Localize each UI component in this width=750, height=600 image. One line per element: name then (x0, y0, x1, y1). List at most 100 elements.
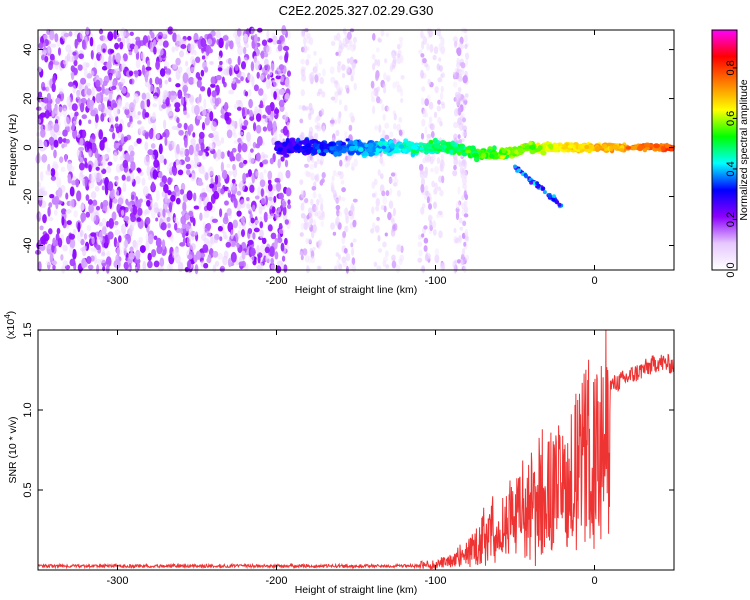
heatmap-cell (501, 148, 507, 154)
heatmap-cell (183, 122, 188, 131)
heatmap-cell (188, 123, 194, 132)
heatmap-cell (98, 129, 104, 140)
heatmap-cell (238, 131, 244, 136)
heatmap-cell (274, 251, 279, 260)
heatmap-cell (102, 80, 108, 87)
heatmap-cell (85, 194, 90, 201)
heatmap-cell (433, 188, 438, 195)
heatmap-cell (318, 193, 322, 199)
heatmap-cell (113, 106, 119, 118)
heatmap-cell (267, 183, 273, 192)
heatmap-cell (124, 102, 130, 110)
heatmap-cell (236, 28, 242, 37)
heatmap-cell (352, 36, 357, 44)
heatmap-cell (182, 232, 186, 239)
heatmap-cell (417, 241, 423, 248)
heatmap-cell (109, 198, 113, 210)
heatmap-cell (210, 76, 216, 85)
heatmap-cell (219, 60, 223, 66)
heatmap-cell (108, 73, 113, 81)
heatmap-cell (214, 260, 220, 267)
heatmap-cell (243, 33, 248, 39)
heatmap-cell (427, 203, 433, 210)
heatmap-cell (78, 162, 85, 171)
heatmap-cell (167, 177, 172, 186)
heatmap-cell (305, 237, 309, 245)
heatmap-cell (308, 113, 312, 121)
heatmap-cell (463, 160, 467, 170)
heatmap-cell (95, 79, 101, 88)
heatmap-cell (374, 125, 379, 131)
heatmap-cell (267, 170, 273, 181)
heatmap-cell (422, 203, 426, 209)
heatmap-cell (92, 199, 98, 207)
heatmap-cell (69, 258, 76, 267)
heatmap-cell (335, 204, 341, 211)
heatmap-cell (301, 145, 308, 150)
heatmap-cell (175, 143, 180, 155)
heatmap-cell (400, 98, 404, 103)
heatmap-cell (238, 161, 244, 169)
heatmap-cell (137, 111, 141, 116)
heatmap-cell (275, 75, 282, 80)
heatmap-cell (275, 210, 280, 221)
heatmap-cell (378, 124, 382, 133)
heatmap-cell (137, 207, 143, 216)
heatmap-cell (68, 31, 73, 37)
heatmap-cell (407, 144, 412, 150)
heatmap-cell (96, 236, 103, 245)
heatmap-cell (313, 50, 317, 56)
heatmap-cell (457, 117, 462, 126)
heatmap-cell (305, 58, 310, 66)
heatmap-cell (316, 149, 321, 154)
heatmap-cell (175, 197, 181, 205)
heatmap-cell (547, 194, 552, 199)
heatmap-cell (39, 51, 44, 56)
heatmap-cell (103, 34, 107, 43)
heatmap-cell (122, 159, 129, 169)
heatmap-cell (79, 137, 84, 146)
heatmap-cell (141, 64, 146, 75)
heatmap-cell (106, 147, 111, 153)
heatmap-cell (111, 85, 117, 91)
heatmap-cell (160, 222, 167, 231)
heatmap-cell (384, 232, 388, 237)
heatmap-cell (159, 181, 165, 188)
heatmap-cell (456, 68, 460, 74)
heatmap-cell (86, 225, 92, 232)
heatmap-cell (242, 221, 246, 231)
heatmap-cell (52, 74, 56, 85)
heatmap-cell (149, 41, 153, 53)
heatmap-cell (346, 31, 352, 40)
heatmap-cell (43, 233, 50, 242)
heatmap-cell (424, 126, 428, 135)
heatmap-cell (458, 72, 462, 80)
heatmap-cell (348, 124, 353, 132)
heatmap-cell (120, 27, 126, 38)
heatmap-cell (102, 48, 106, 53)
heatmap-cell (215, 157, 219, 162)
heatmap-cell (335, 252, 340, 257)
heatmap-cell (49, 194, 55, 199)
heatmap-cell (437, 116, 442, 124)
heatmap-cell (382, 259, 387, 267)
heatmap-cell (309, 163, 315, 170)
heatmap-cell (61, 143, 65, 149)
heatmap-cell (96, 264, 100, 275)
heatmap-cell (74, 111, 79, 117)
heatmap-cell (119, 41, 124, 50)
heatmap-cell (542, 190, 547, 195)
y-tick-label: 0 (22, 144, 34, 150)
heatmap-cell (262, 154, 269, 159)
heatmap-cell (283, 153, 290, 158)
heatmap-cell (464, 193, 469, 201)
heatmap-cell (231, 196, 237, 202)
heatmap-cell (486, 148, 492, 153)
heatmap-cell (424, 98, 430, 107)
heatmap-cell (343, 247, 348, 254)
heatmap-cell (312, 142, 318, 148)
heatmap-cell (113, 151, 118, 162)
heatmap-cell (274, 239, 278, 250)
heatmap-cell (276, 181, 282, 192)
heatmap-cell (424, 112, 429, 118)
